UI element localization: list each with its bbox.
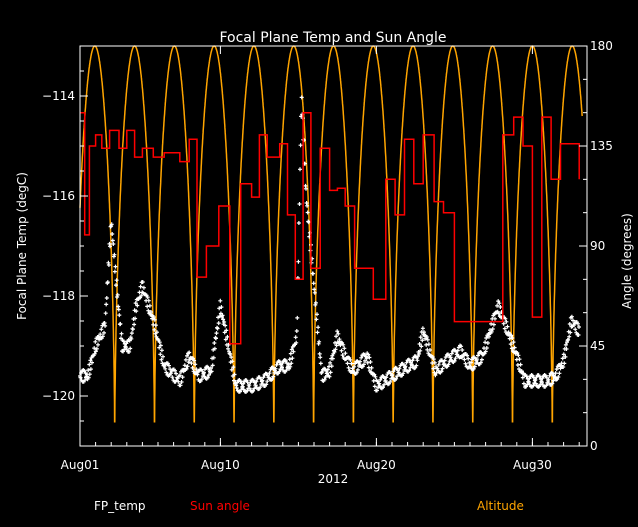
legend-fp-temp: FP_temp — [94, 499, 146, 513]
altitude-line — [79, 45, 583, 423]
y-left-tick-label: −114 — [42, 89, 75, 103]
y-left-tick-label: −116 — [42, 189, 75, 203]
x-tick-label: Aug10 — [201, 458, 240, 472]
x-tick-label: Aug30 — [513, 458, 552, 472]
y-right-tick-label: 90 — [590, 239, 605, 253]
legend-altitude: Altitude — [477, 499, 524, 513]
series-sun-angle — [80, 111, 580, 345]
legend-sun-angle: Sun angle — [190, 499, 250, 513]
x-tick-label: Aug01 — [61, 458, 100, 472]
plot-frame — [79, 45, 588, 447]
y-right-tick-label: 0 — [590, 439, 598, 453]
x-tick-label: Aug20 — [357, 458, 396, 472]
sun-angle-line — [80, 111, 580, 345]
y-right-tick-label: 135 — [590, 139, 613, 153]
y-left-tick-label: −118 — [42, 289, 75, 303]
left-axis-label: Focal Plane Temp (degC) — [15, 172, 29, 320]
y-right-tick-label: 180 — [590, 39, 613, 53]
y-right-tick-label: 45 — [590, 339, 605, 353]
series-altitude — [79, 45, 583, 423]
axes: Aug01 Aug10 Aug20 Aug30 −114 −116 −118 −120 0 45 9… — [42, 39, 613, 472]
chart-title: Focal Plane Temp and Sun Angle — [219, 30, 446, 46]
x-axis-label: 2012 — [318, 472, 349, 486]
right-axis-label: Angle (degrees) — [620, 213, 634, 309]
y-left-tick-label: −120 — [42, 389, 75, 403]
series-layer — [78, 45, 583, 423]
